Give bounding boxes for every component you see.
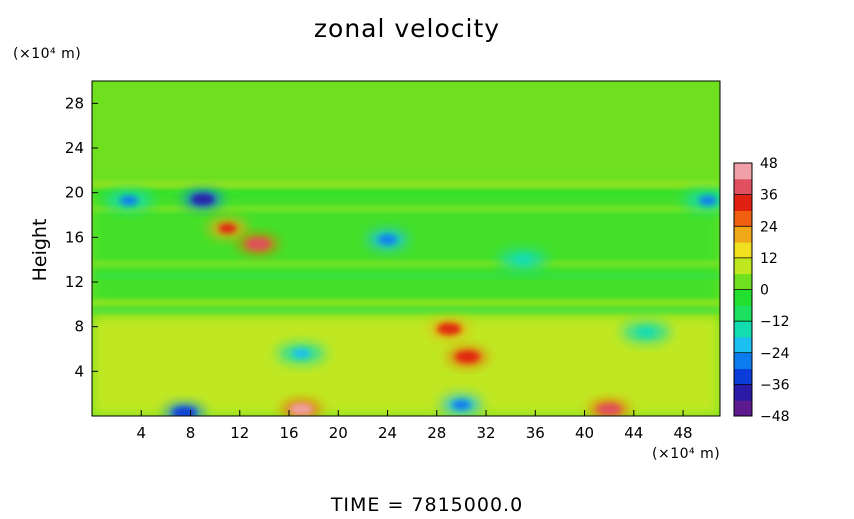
x-axis: 4 8 12 16 20 24 28 32 36 40 44 48 <box>136 410 693 442</box>
plot-frame <box>91 80 721 417</box>
colorbar-swatch-15 <box>734 163 752 180</box>
turbulent-layer <box>92 187 720 305</box>
feature-6 <box>437 322 462 335</box>
feature-1 <box>119 195 138 206</box>
colorbar-label-6: −24 <box>760 346 790 362</box>
band-3 <box>92 261 720 267</box>
feature-9 <box>597 403 622 416</box>
feature-14 <box>513 254 532 265</box>
chart-title: zonal velocity <box>313 14 501 43</box>
feature-12 <box>292 348 311 359</box>
colorbar-swatch-1 <box>734 384 752 401</box>
y-axis: 4 8 12 16 20 24 28 <box>65 94 98 380</box>
feature-7 <box>455 350 480 363</box>
x-tick-label-2: 12 <box>230 424 249 442</box>
colorbar-swatch-4 <box>734 336 752 354</box>
y-tick-label-1: 8 <box>74 318 84 336</box>
colorbar-swatch-13 <box>734 194 752 211</box>
feature-11 <box>452 399 471 410</box>
band-1 <box>92 191 720 197</box>
colorbar-swatch-2 <box>734 368 752 385</box>
feature-10 <box>172 406 197 416</box>
x-tick-label-4: 20 <box>329 424 348 442</box>
field <box>92 81 720 416</box>
band-5 <box>92 300 720 306</box>
colorbar-swatch-0 <box>734 400 752 417</box>
colorbar-swatch-5 <box>734 321 752 338</box>
y-tick-label-0: 4 <box>74 362 84 380</box>
y-tick-label-5: 24 <box>65 139 84 157</box>
y-tick-label-6: 28 <box>65 94 84 112</box>
x-unit-label: (×10⁴ m) <box>652 446 721 462</box>
colorbar-swatch-9 <box>734 257 752 275</box>
time-label: TIME = 7815000.0 <box>330 494 524 516</box>
y-unit-label: (×10⁴ m) <box>13 46 82 62</box>
y-tick-label-3: 16 <box>65 228 84 246</box>
x-tick-label-8: 36 <box>526 424 545 442</box>
colorbar-label-2: 24 <box>760 219 778 235</box>
lower-band <box>92 315 720 416</box>
band-4 <box>92 273 720 279</box>
x-tick-label-6: 28 <box>427 424 446 442</box>
x-tick-label-11: 48 <box>674 424 693 442</box>
x-tick-label-7: 32 <box>476 424 495 442</box>
feature-2 <box>698 195 717 206</box>
colorbar-label-0: 48 <box>760 156 778 172</box>
feature-13 <box>637 327 656 338</box>
plot-area <box>91 80 721 417</box>
feature-8 <box>289 403 314 416</box>
colorbar-label-1: 36 <box>760 188 778 204</box>
colorbar-label-5: −12 <box>760 314 790 330</box>
x-tick-label-9: 40 <box>575 424 594 442</box>
band-2 <box>92 206 720 212</box>
colorbar-swatch-12 <box>734 210 752 227</box>
colorbar-swatch-7 <box>734 289 752 306</box>
x-tick-label-3: 16 <box>279 424 298 442</box>
colorbar-label-8: −48 <box>760 409 790 425</box>
x-tick-label-5: 24 <box>378 424 397 442</box>
y-tick-label-4: 20 <box>65 184 84 202</box>
feature-0 <box>190 193 215 206</box>
colorbar-swatch-14 <box>734 178 752 196</box>
band-0 <box>92 181 720 187</box>
colorbar-label-7: −36 <box>760 377 790 393</box>
x-tick-label-10: 44 <box>624 424 643 442</box>
colorbar: 48 36 24 12 0 −12 −24 −36 −48 <box>733 156 790 425</box>
feature-3 <box>218 223 237 234</box>
x-tick-label-0: 4 <box>136 424 146 442</box>
colorbar-label-3: 12 <box>760 251 778 267</box>
band-6 <box>92 307 720 313</box>
colorbar-swatch-6 <box>734 305 752 322</box>
colorbar-swatch-11 <box>734 226 752 243</box>
colorbar-swatch-3 <box>734 352 752 370</box>
y-tick-label-2: 12 <box>65 273 84 291</box>
x-tick-label-1: 8 <box>186 424 196 442</box>
colorbar-label-4: 0 <box>760 283 769 299</box>
colorbar-swatch-8 <box>734 273 752 290</box>
feature-4 <box>246 238 271 251</box>
colorbar-swatch-10 <box>734 242 752 259</box>
feature-5 <box>378 234 397 245</box>
